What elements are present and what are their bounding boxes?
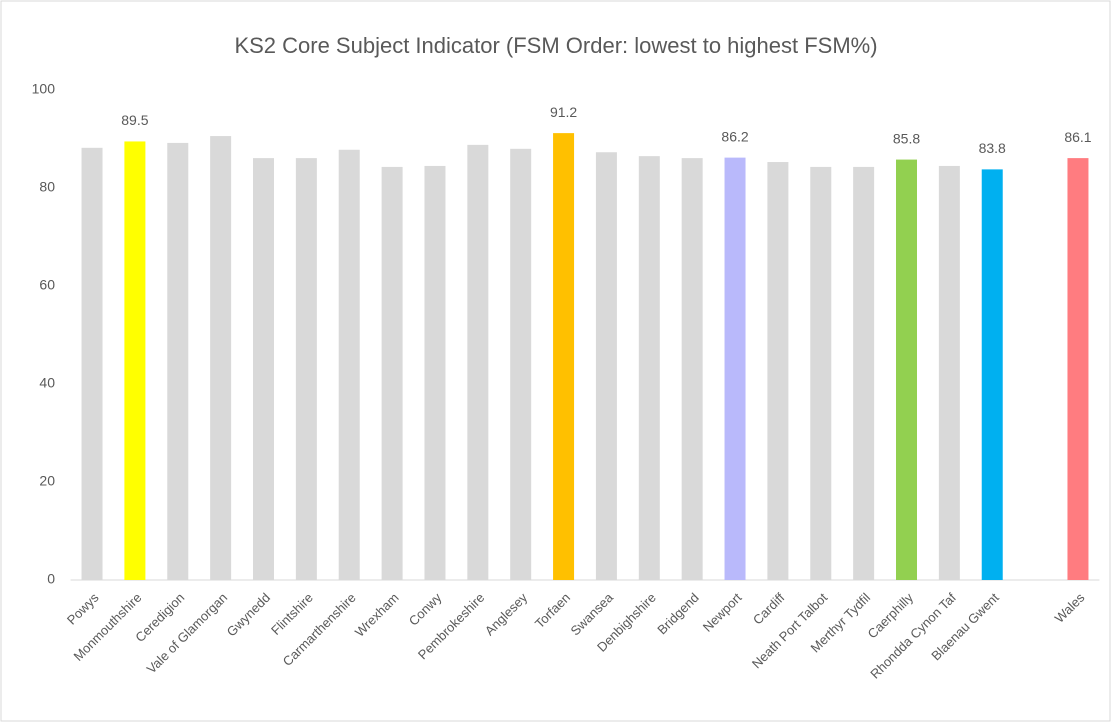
bar	[510, 148, 532, 581]
bar	[595, 152, 617, 581]
bar	[896, 159, 917, 580]
bar	[424, 165, 446, 580]
bar	[853, 166, 875, 580]
y-tick-label: 60	[39, 277, 55, 293]
data-label: 86.1	[1064, 129, 1091, 145]
bar	[253, 158, 274, 581]
y-tick-label: 40	[39, 375, 55, 391]
y-tick-label: 80	[39, 179, 55, 195]
data-label: 86.2	[721, 128, 748, 144]
bar	[724, 157, 746, 580]
bar	[381, 166, 403, 580]
bar	[124, 141, 146, 580]
bar	[295, 158, 317, 581]
data-label: 89.5	[121, 112, 148, 128]
bar	[81, 147, 103, 580]
bar	[981, 169, 1003, 580]
bar	[467, 144, 489, 580]
y-tick-label: 20	[39, 473, 55, 489]
bar	[767, 162, 789, 580]
bar	[167, 142, 189, 581]
bar	[338, 149, 360, 580]
bar	[810, 166, 832, 580]
bar	[638, 156, 660, 580]
bar	[553, 133, 575, 580]
data-label: 83.8	[979, 140, 1006, 156]
bar	[210, 136, 232, 580]
data-label: 85.8	[893, 130, 920, 146]
chart-title: KS2 Core Subject Indicator (FSM Order: l…	[234, 33, 877, 58]
y-tick-label: 100	[32, 81, 56, 97]
bar	[1067, 158, 1089, 581]
bar	[938, 165, 960, 580]
y-tick-label: 0	[47, 571, 55, 587]
data-label: 91.2	[550, 104, 577, 120]
bar	[681, 158, 703, 581]
